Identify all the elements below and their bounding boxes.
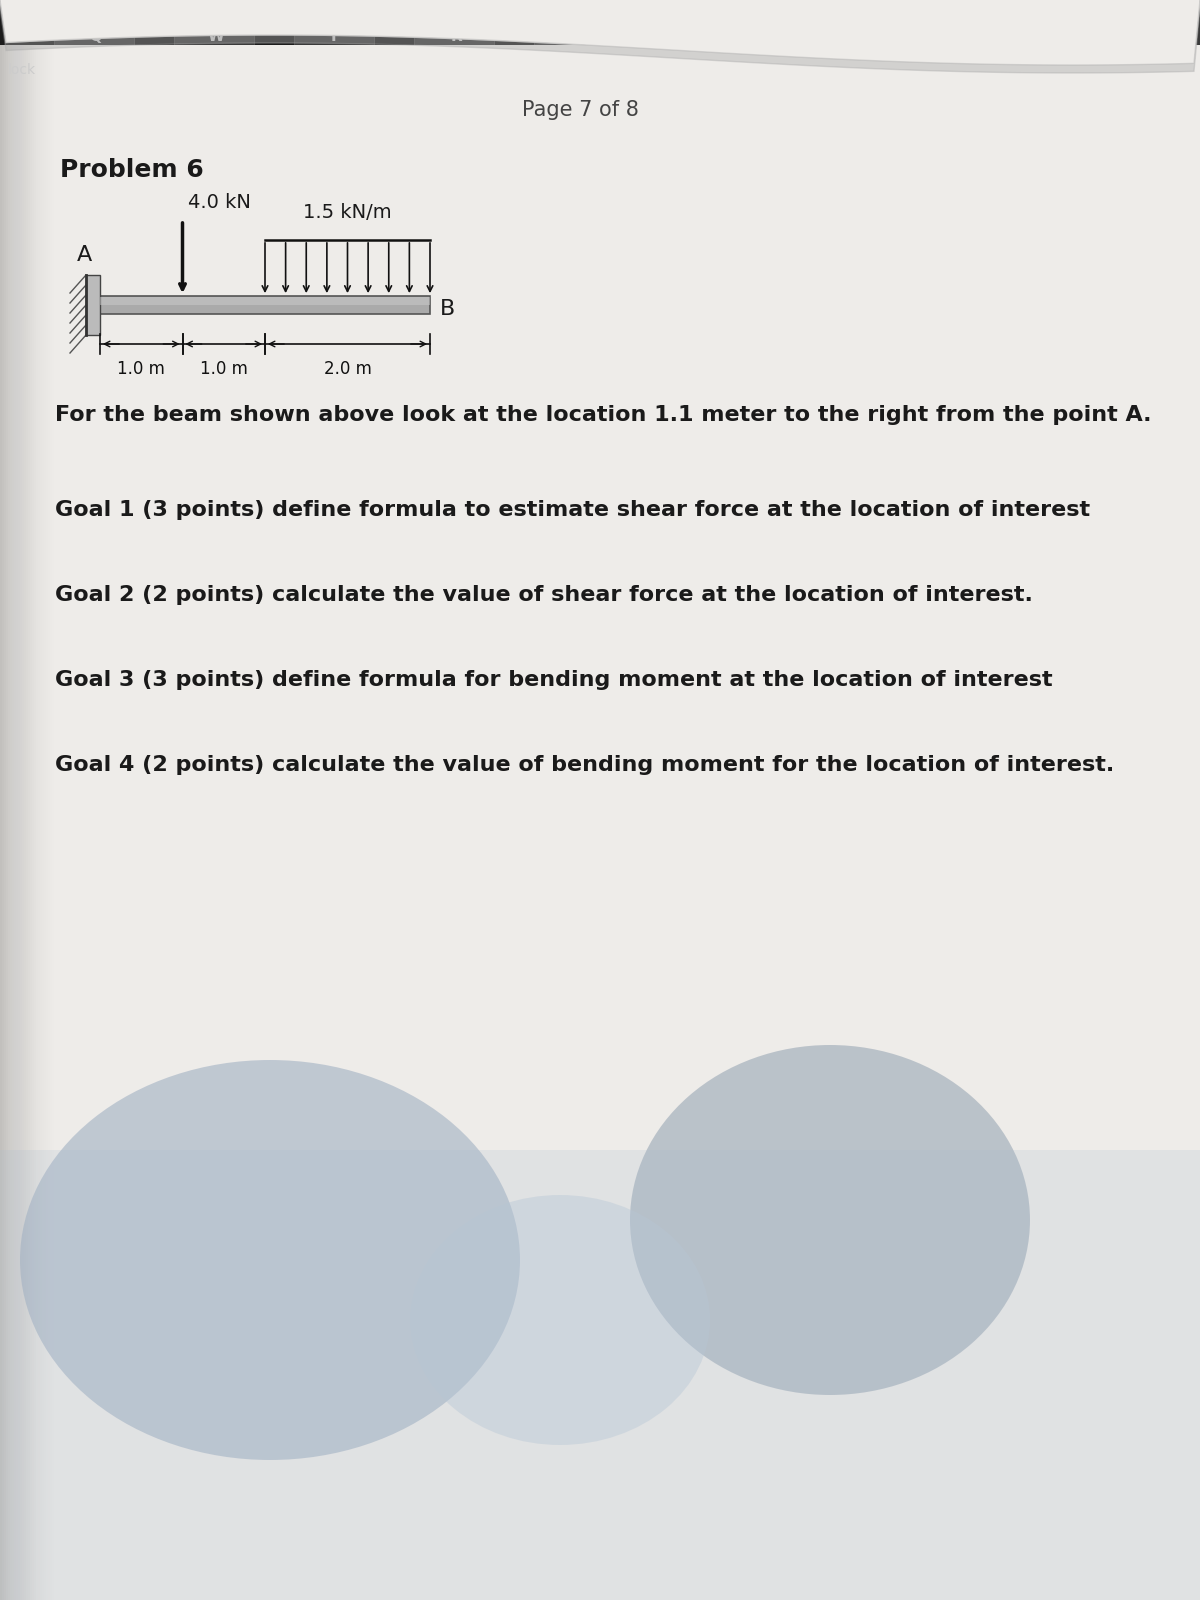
Bar [0,45,22,1600]
Bar [0,1150,1200,1600]
Bar [0,45,8,1600]
Bar [54,3,134,70]
Bar [100,296,430,314]
Text: Page 7 of 8: Page 7 of 8 [522,99,638,120]
Bar [0,45,20,1600]
Bar [0,45,44,1600]
Bar [0,45,10,1600]
Bar [0,45,18,1600]
Text: Problem 6: Problem 6 [60,158,204,182]
Text: lock: lock [8,62,36,77]
Polygon shape [0,0,1200,74]
Text: Goal 4 (2 points) calculate the value of bending moment for the location of inte: Goal 4 (2 points) calculate the value of… [55,755,1115,774]
Polygon shape [0,0,1200,66]
Text: U: U [810,29,822,43]
Bar [0,0,1200,80]
Text: 2.0 m: 2.0 m [324,360,372,378]
Text: O: O [1050,29,1062,43]
Bar [0,45,28,1600]
Bar [0,45,32,1600]
Bar [294,3,374,70]
Bar [774,3,854,70]
Text: 1.0 m: 1.0 m [118,360,166,378]
Bar [0,45,24,1600]
Bar [0,45,52,1600]
Text: Goal 2 (2 points) calculate the value of shear force at the location of interest: Goal 2 (2 points) calculate the value of… [55,586,1033,605]
Text: Y: Y [690,29,702,43]
Ellipse shape [410,1195,710,1445]
Bar [0,45,34,1600]
Text: 1.5 kN/m: 1.5 kN/m [304,203,392,222]
Bar [0,45,2,1600]
Bar [86,275,100,334]
Bar [0,45,46,1600]
Text: B: B [440,299,455,318]
Bar [0,45,6,1600]
Text: 1.0 m: 1.0 m [200,360,247,378]
Bar [534,3,614,70]
Bar [414,3,494,70]
Bar [0,45,56,1600]
Bar [1014,3,1094,70]
Text: Goal 1 (3 points) define formula to estimate shear force at the location of inte: Goal 1 (3 points) define formula to esti… [55,499,1090,520]
Bar [174,3,254,70]
Bar [894,3,974,70]
Bar [0,45,26,1600]
Text: Goal 3 (3 points) define formula for bending moment at the location of interest: Goal 3 (3 points) define formula for ben… [55,670,1052,690]
Bar [0,45,36,1600]
Text: Q: Q [90,29,102,43]
Bar [0,45,40,1600]
Text: A: A [77,245,91,266]
Bar [0,45,42,1600]
Bar [0,45,4,1600]
Bar [0,45,38,1600]
Ellipse shape [630,1045,1030,1395]
Text: I: I [934,29,938,43]
Text: F: F [331,29,341,43]
Bar [654,3,734,70]
Text: P: P [1170,29,1182,43]
Bar [0,45,58,1600]
Text: 4.0 kN: 4.0 kN [187,194,251,211]
Bar [0,45,48,1600]
Bar [0,45,16,1600]
Text: For the beam shown above look at the location 1.1 meter to the right from the po: For the beam shown above look at the loc… [55,405,1152,426]
Text: R: R [450,29,462,43]
Bar [0,45,50,1600]
Bar [0,45,30,1600]
Bar [100,298,430,306]
Ellipse shape [20,1059,520,1459]
Text: W: W [208,29,224,43]
Text: T: T [571,29,581,43]
Bar [0,45,54,1600]
Bar [1134,3,1200,70]
Bar [0,45,14,1600]
Bar [0,45,12,1600]
